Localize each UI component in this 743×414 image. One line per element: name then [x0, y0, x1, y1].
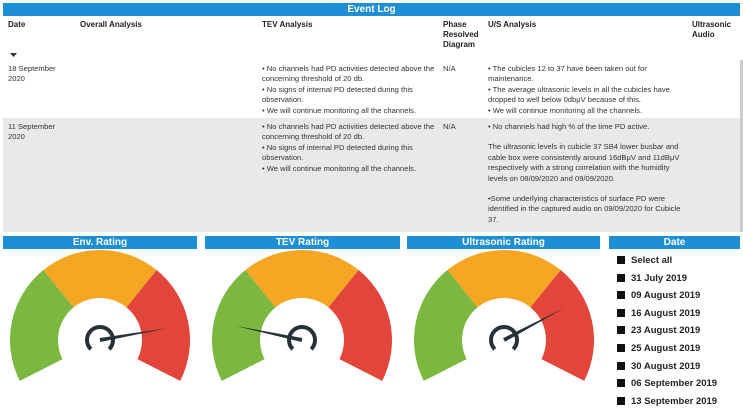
column-header: TEV Analysis: [262, 20, 313, 29]
column-header: Overall Analysis: [80, 20, 142, 29]
gauge-band: [212, 270, 276, 381]
slicer-item[interactable]: 25 August 2019: [617, 343, 700, 355]
column-header: Phase Resolved Diagram: [443, 20, 479, 49]
gauge-band: [530, 270, 594, 381]
table-cell: N/A: [443, 64, 485, 74]
slicer-item[interactable]: 23 August 2019: [617, 325, 700, 337]
sort-arrow[interactable]: [10, 53, 17, 58]
gauge-band: [328, 270, 392, 381]
table-cell: 18 September 2020: [8, 64, 73, 85]
column-header: U/S Analysis: [488, 20, 537, 29]
cell-line: • We will continue monitoring all the ch…: [488, 105, 643, 115]
gauge-title: TEV Rating: [205, 236, 400, 249]
table-cell: 11 September 2020: [8, 122, 73, 143]
event-log-title: Event Log: [3, 3, 740, 16]
gauge-band: [9, 270, 74, 381]
table-cell: N/A: [443, 122, 485, 132]
gauge-band: [245, 250, 359, 308]
cell-line: • The average ultrasonic levels in all t…: [488, 84, 670, 105]
date-slicer-title: Date: [609, 236, 740, 249]
gauge-hub: [85, 325, 115, 351]
cell-line: • No channels had PD activities detected…: [262, 64, 435, 84]
column-header: Ultrasonic Audio: [692, 20, 732, 39]
gauge-title: Env. Rating: [3, 236, 197, 249]
gauge-band: [447, 250, 561, 308]
gauge-band: [126, 270, 190, 381]
scrollbar[interactable]: [740, 60, 743, 232]
table-cell: • The cubicles 12 to 37 have been taken …: [488, 64, 683, 116]
cell-line: N/A: [443, 122, 456, 131]
gauge: [414, 250, 594, 381]
cell-line: 18 September 2020: [8, 64, 56, 84]
gauge-needle: [503, 308, 565, 342]
cell-line: • No channels had PD activities detected…: [262, 122, 435, 142]
gauge: [9, 250, 190, 381]
table-row: 11 September 2020 • No channels had PD ac…: [3, 118, 740, 232]
table-cell: • No channels had high % of the time PD …: [488, 122, 683, 225]
gauge-band: [414, 270, 478, 381]
cell-line: • We will continue monitoring all the ch…: [262, 105, 417, 115]
cell-line: • No signs of internal PD detected durin…: [262, 84, 413, 105]
slicer-item[interactable]: 31 July 2019: [617, 273, 687, 285]
table-cell: • No channels had PD activities detected…: [262, 64, 437, 116]
slicer-item[interactable]: 09 August 2019: [617, 290, 700, 302]
slicer-item[interactable]: 06 September 2019: [617, 378, 717, 390]
slicer-item[interactable]: 30 August 2019: [617, 361, 700, 373]
cell-line: N/A: [443, 64, 456, 73]
cell-line: • We will continue monitoring all the ch…: [262, 163, 417, 173]
slicer-item[interactable]: Select all: [617, 255, 672, 267]
cell-line: The ultrasonic levels in cubicle 37 SB4 …: [488, 142, 680, 183]
table-row: 18 September 2020 • No channels had PD ac…: [3, 60, 740, 118]
cell-line: • No channels had high % of the time PD …: [488, 122, 650, 131]
column-header: Date: [8, 20, 26, 29]
slicer-item[interactable]: 16 August 2019: [617, 308, 700, 320]
gauge-needle: [235, 325, 303, 342]
gauge-band: [43, 250, 157, 308]
cell-line: •Some underlying characteristics of surf…: [488, 194, 681, 224]
cell-line: • The cubicles 12 to 37 have been taken …: [488, 64, 647, 84]
gauge: [212, 250, 392, 381]
cell-line: • No signs of internal PD detected durin…: [262, 142, 413, 163]
gauge-hub: [489, 325, 519, 351]
gauge-title: Ultrasonic Rating: [407, 236, 600, 249]
slicer-item[interactable]: 13 September 2019: [617, 396, 717, 408]
table-cell: • No channels had PD activities detected…: [262, 122, 437, 174]
gauge-hub: [287, 325, 317, 351]
gauge-needle: [99, 328, 167, 342]
cell-line: 11 September 2020: [8, 122, 56, 142]
